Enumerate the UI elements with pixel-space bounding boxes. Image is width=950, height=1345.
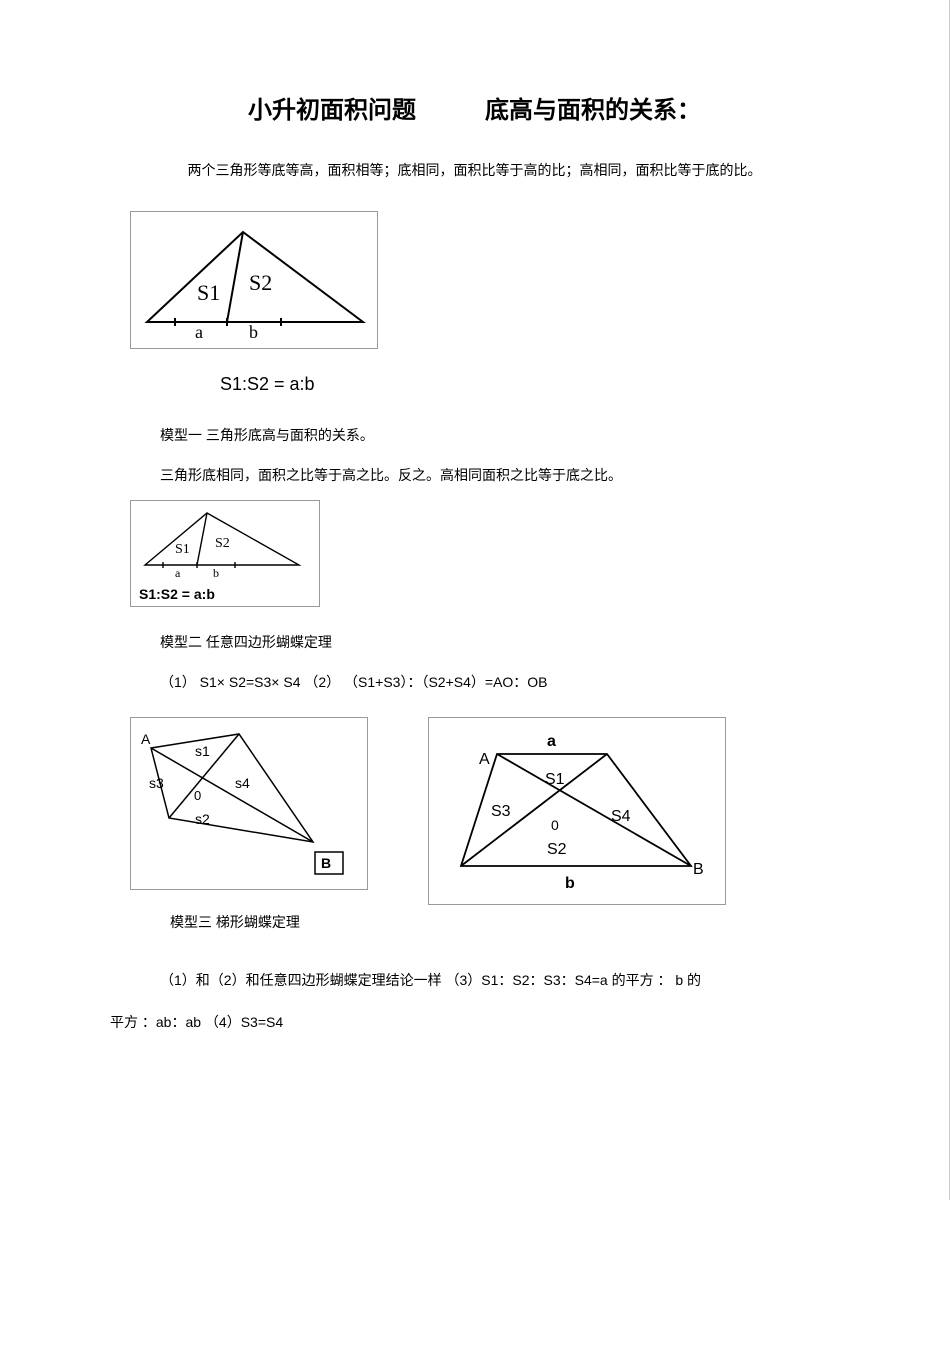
t-s4: S4 [611, 808, 631, 825]
label-a: a [195, 322, 203, 340]
model3-heading: 模型三 梯形蝴蝶定理 [170, 912, 368, 932]
small-a: a [175, 566, 181, 577]
t-s1: S1 [545, 771, 565, 788]
q-O: 0 [194, 788, 201, 803]
triangle-diagram-small: S1 S2 a b [139, 507, 309, 577]
triangle-diagram-large: S1 S2 a b [139, 220, 369, 340]
conclusion-line2: 平方 ：ab：ab （4）S3=S4 [110, 1004, 839, 1040]
t-B: B [693, 861, 704, 878]
conclusion-line1: （1）和（2）和任意四边形蝴蝶定理结论一样 （3）S1：S2：S3：S4=a 的… [160, 972, 701, 988]
q-s1: s1 [195, 743, 210, 759]
t-O: 0 [551, 817, 559, 833]
label-b: b [249, 322, 258, 340]
small-b: b [213, 566, 219, 577]
figure-1-box: S1 S2 a b [130, 211, 378, 349]
conclusion-block: （1）和（2）和任意四边形蝴蝶定理结论一样 （3）S1：S2：S3：S4=a 的… [160, 962, 839, 1041]
figure-row: A s1 s3 s4 0 s2 B 模型三 梯形蝴蝶定理 A a [130, 717, 839, 932]
t-s2: S2 [547, 841, 567, 858]
trapezoid-diagram: A a S1 S3 S4 0 S2 B b [437, 726, 717, 896]
t-A: A [479, 751, 490, 768]
quadrilateral-diagram: A s1 s3 s4 0 s2 B [139, 726, 359, 881]
q-s4: s4 [235, 775, 250, 791]
formula-1: S1:S2 = a:b [220, 374, 839, 395]
q-s2: s2 [195, 811, 210, 827]
title-row: 小升初面积问题 底高与面积的关系： [110, 90, 839, 125]
small-s2: S2 [215, 536, 230, 551]
model1-text: 三角形底相同，面积之比等于高之比。反之。高相同面积之比等于底之比。 [160, 465, 839, 485]
intro-text: 两个三角形等底等高，面积相等；底相同，面积比等于高的比；高相同，面积比等于底的比… [110, 155, 839, 186]
model2-figure-box: A s1 s3 s4 0 s2 B [130, 717, 368, 890]
small-s1: S1 [175, 542, 190, 557]
model2-props: （1） S1× S2=S3× S4 （2） （S1+S3）：（S2+S4）=AO… [160, 672, 839, 692]
model3-figure-box: A a S1 S3 S4 0 S2 B b [428, 717, 726, 905]
model1-figure-box: S1 S2 a b S1:S2 = a:b [130, 500, 320, 607]
t-b: b [565, 875, 575, 892]
title-part-1: 小升初面积问题 [248, 90, 416, 125]
model1-heading: 模型一 三角形底高与面积的关系。 [160, 425, 839, 445]
t-a: a [547, 733, 556, 750]
document-page: 小升初面积问题 底高与面积的关系： 两个三角形等底等高，面积相等；底相同，面积比… [0, 0, 950, 1200]
left-column: A s1 s3 s4 0 s2 B 模型三 梯形蝴蝶定理 [130, 717, 368, 932]
t-s3: S3 [491, 803, 511, 820]
label-s2: S2 [249, 270, 272, 295]
q-A: A [141, 731, 151, 747]
label-s1: S1 [197, 280, 220, 305]
q-s3: s3 [149, 775, 164, 791]
model1-formula: S1:S2 = a:b [139, 586, 309, 602]
model2-heading: 模型二 任意四边形蝴蝶定理 [160, 632, 839, 652]
q-B: B [321, 855, 331, 871]
title-part-2: 底高与面积的关系： [485, 90, 701, 125]
